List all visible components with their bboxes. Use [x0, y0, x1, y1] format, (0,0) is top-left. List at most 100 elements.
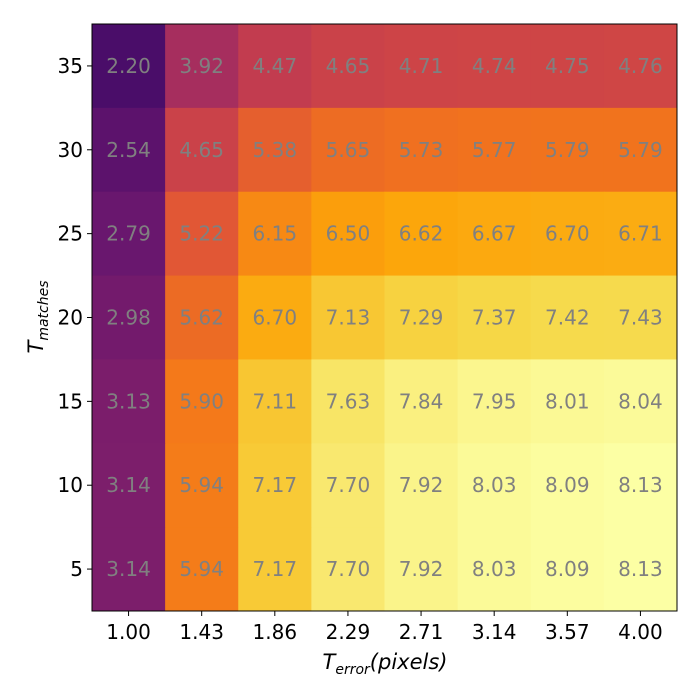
cell-value-label: 8.09	[545, 473, 590, 497]
cell-value-label: 7.13	[326, 306, 371, 330]
heatmap-cell	[165, 191, 239, 277]
heatmap-cell	[384, 24, 459, 109]
heatmap-cell	[311, 191, 385, 277]
heatmap-cell	[603, 359, 678, 444]
cell-value-label: 6.70	[253, 306, 298, 330]
heatmap-cell	[238, 527, 312, 612]
x-tick-label: 1.00	[106, 620, 151, 644]
heatmap-cell	[311, 359, 385, 444]
heatmap-cell	[238, 107, 312, 193]
cell-value-label: 7.43	[618, 306, 663, 330]
cell-value-label: 5.73	[399, 138, 444, 162]
heatmap-cell	[530, 443, 605, 528]
heatmap-cell	[603, 443, 678, 528]
y-axis-label: Tmatches	[24, 280, 52, 353]
cell-value-label: 5.77	[472, 138, 517, 162]
heatmap-cell	[311, 443, 385, 528]
cell-value-label: 7.70	[326, 557, 371, 581]
cell-value-label: 7.95	[472, 389, 517, 413]
heatmap-cell	[165, 443, 239, 528]
heatmap-cell	[457, 24, 532, 109]
heatmap-cell	[311, 24, 385, 109]
cell-value-label: 5.38	[253, 138, 298, 162]
heatmap-cell	[457, 191, 532, 277]
y-tick-label: 30	[58, 138, 83, 162]
cell-value-label: 2.79	[106, 222, 151, 246]
heatmap-cell	[457, 443, 532, 528]
cell-value-label: 6.67	[472, 222, 517, 246]
cell-value-label: 4.76	[618, 54, 663, 78]
cell-value-label: 3.13	[106, 389, 151, 413]
heatmap-cell	[457, 275, 532, 360]
cell-value-label: 5.79	[545, 138, 590, 162]
cell-value-label: 7.92	[399, 473, 444, 497]
heatmap-cell	[92, 359, 166, 444]
x-tick-label: 3.57	[545, 620, 590, 644]
cell-value-label: 2.54	[106, 138, 151, 162]
cell-value-label: 5.79	[618, 138, 663, 162]
cell-value-label: 8.13	[618, 473, 663, 497]
cell-value-label: 4.47	[253, 54, 298, 78]
y-tick-label: 35	[58, 54, 83, 78]
cell-value-label: 7.37	[472, 306, 517, 330]
cell-value-label: 4.74	[472, 54, 517, 78]
cell-value-label: 7.63	[326, 389, 371, 413]
cell-value-label: 7.17	[253, 557, 298, 581]
heatmap-cell	[530, 527, 605, 612]
cell-value-label: 7.70	[326, 473, 371, 497]
cell-value-label: 8.09	[545, 557, 590, 581]
heatmap-cell	[457, 107, 532, 193]
cell-value-label: 5.94	[179, 473, 224, 497]
x-tick-label: 1.43	[179, 620, 224, 644]
heatmap-cell-labels: 2.20 3.92 4.47 4.65 4.71 4.74 4.75 4.76 2.54 4.65…	[106, 54, 662, 581]
cell-value-label: 5.94	[179, 557, 224, 581]
cell-value-label: 6.62	[399, 222, 444, 246]
heatmap-cell	[92, 191, 166, 277]
cell-value-label: 4.65	[179, 138, 224, 162]
x-tick-label: 2.71	[399, 620, 444, 644]
cell-value-label: 8.04	[618, 389, 663, 413]
x-axis-ticks: 1.00 1.43 1.86 2.29 2.71 3.14 3.57 4.00	[106, 611, 663, 644]
heatmap-cell	[92, 527, 166, 612]
y-axis-ticks: 35 30 25 20 15 10 5	[58, 54, 92, 581]
cell-value-label: 2.98	[106, 306, 151, 330]
heatmap-cell	[603, 527, 678, 612]
y-tick-label: 15	[58, 389, 83, 413]
heatmap-cell	[384, 527, 459, 612]
cell-value-label: 7.42	[545, 306, 590, 330]
heatmap-cells	[92, 24, 678, 612]
cell-value-label: 3.14	[106, 473, 151, 497]
heatmap-cell	[530, 359, 605, 444]
heatmap-cell	[165, 24, 239, 109]
heatmap-cell	[384, 191, 459, 277]
heatmap-cell	[530, 107, 605, 193]
cell-value-label: 6.71	[618, 222, 663, 246]
x-tick-label: 2.29	[326, 620, 371, 644]
y-tick-label: 20	[58, 306, 83, 330]
heatmap-cell	[165, 527, 239, 612]
x-tick-label: 1.86	[253, 620, 298, 644]
heatmap-cell	[238, 191, 312, 277]
x-axis-label: Terror(pixels)	[323, 650, 448, 678]
cell-value-label: 8.03	[472, 557, 517, 581]
cell-value-label: 5.65	[326, 138, 371, 162]
heatmap-cell	[311, 107, 385, 193]
heatmap-cell	[92, 275, 166, 360]
cell-value-label: 6.50	[326, 222, 371, 246]
heatmap-cell	[384, 443, 459, 528]
heatmap-cell	[238, 359, 312, 444]
heatmap-cell	[311, 527, 385, 612]
y-tick-label: 25	[58, 222, 83, 246]
heatmap-cell	[530, 275, 605, 360]
cell-value-label: 5.22	[179, 222, 224, 246]
heatmap-cell	[238, 275, 312, 360]
cell-value-label: 4.65	[326, 54, 371, 78]
cell-value-label: 4.71	[399, 54, 444, 78]
heatmap-cell	[311, 275, 385, 360]
cell-value-label: 7.29	[399, 306, 444, 330]
y-tick-label: 10	[58, 473, 83, 497]
heatmap-cell	[457, 527, 532, 612]
heatmap-cell	[603, 191, 678, 277]
heatmap-cell	[603, 275, 678, 360]
